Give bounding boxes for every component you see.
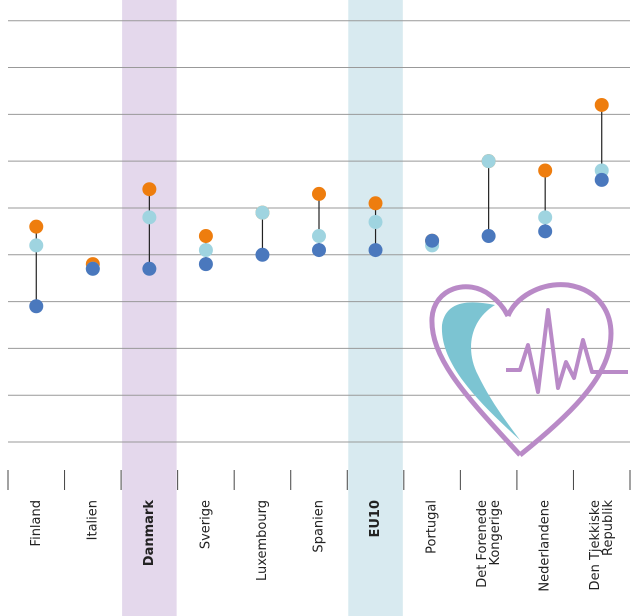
dot: [85, 261, 100, 276]
dot: [368, 243, 383, 258]
dot: [29, 238, 44, 253]
dot: [368, 196, 383, 211]
dot: [198, 229, 213, 244]
dot: [255, 205, 270, 220]
dot: [312, 229, 326, 244]
dot: [538, 210, 553, 225]
x-tick-label: Nederlandene: [538, 500, 553, 592]
dot: [142, 210, 157, 225]
dot: [368, 215, 383, 229]
dot: [312, 186, 326, 201]
dot: [198, 257, 213, 272]
x-tick-label: Det ForenedeKongerige: [475, 500, 503, 588]
dot: [425, 233, 440, 248]
dot: [538, 224, 553, 239]
highlight-band: [348, 0, 403, 616]
dot: [481, 229, 496, 244]
dot: [481, 154, 496, 169]
x-tick-label: Spanien: [312, 500, 327, 553]
dot: [29, 219, 44, 234]
x-tick-label: EU10: [368, 500, 383, 538]
heart-icon: [429, 282, 628, 457]
dot: [594, 97, 609, 112]
x-tick-label: Den TjekkiskeRepublik: [588, 500, 616, 591]
dot: [142, 261, 157, 276]
dot: [198, 243, 213, 258]
dot: [255, 247, 270, 262]
dot: [142, 182, 157, 197]
x-tick-label: Italien: [85, 500, 100, 540]
highlight-band: [122, 0, 177, 616]
x-tick-label: Danmark: [142, 500, 157, 567]
x-tick-label: Sverige: [198, 500, 213, 549]
dot: [312, 243, 326, 258]
dot: [29, 299, 44, 314]
dot: [594, 172, 609, 187]
x-tick-label: Portugal: [425, 500, 440, 554]
dot: [538, 163, 553, 178]
x-tick-label: Finland: [29, 500, 44, 546]
x-tick-label: Luxembourg: [255, 500, 270, 581]
